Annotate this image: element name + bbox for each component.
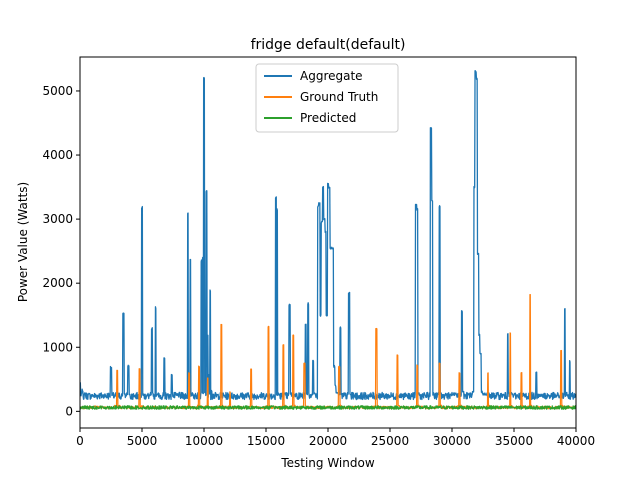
y-tick-label: 2000 <box>42 276 73 290</box>
y-tick-label: 5000 <box>42 84 73 98</box>
legend-box <box>255 63 399 133</box>
x-tick-label: 40000 <box>557 434 595 448</box>
x-tick-label: 30000 <box>433 434 471 448</box>
x-tick-label: 35000 <box>495 434 533 448</box>
x-tick-label: 15000 <box>247 434 285 448</box>
chart-title: fridge default(default) <box>251 37 406 53</box>
series-line-predicted <box>80 405 576 410</box>
legend-label: Predicted <box>300 111 356 125</box>
series-line-aggregate <box>80 70 576 401</box>
y-axis-label: Power Value (Watts) <box>16 182 30 302</box>
y-tick-label: 3000 <box>42 212 73 226</box>
x-axis-label: Testing Window <box>280 456 375 470</box>
x-axis: 0 5000 10000 15000 20000 25000 30000 35000 40000 <box>76 428 595 448</box>
x-tick-label: 5000 <box>127 434 158 448</box>
y-tick-label: 0 <box>65 404 73 418</box>
series-layer <box>80 70 576 410</box>
y-tick-label: 1000 <box>42 340 73 354</box>
y-axis: 0 1000 2000 3000 4000 5000 <box>42 84 80 418</box>
legend: Aggregate Ground Truth Predicted <box>255 63 399 133</box>
x-tick-label: 10000 <box>185 434 223 448</box>
legend-label: Aggregate <box>300 69 363 83</box>
x-tick-label: 20000 <box>309 434 347 448</box>
y-tick-label: 4000 <box>42 148 73 162</box>
legend-label: Ground Truth <box>300 90 378 104</box>
x-tick-label: 25000 <box>371 434 409 448</box>
x-tick-label: 0 <box>76 434 84 448</box>
